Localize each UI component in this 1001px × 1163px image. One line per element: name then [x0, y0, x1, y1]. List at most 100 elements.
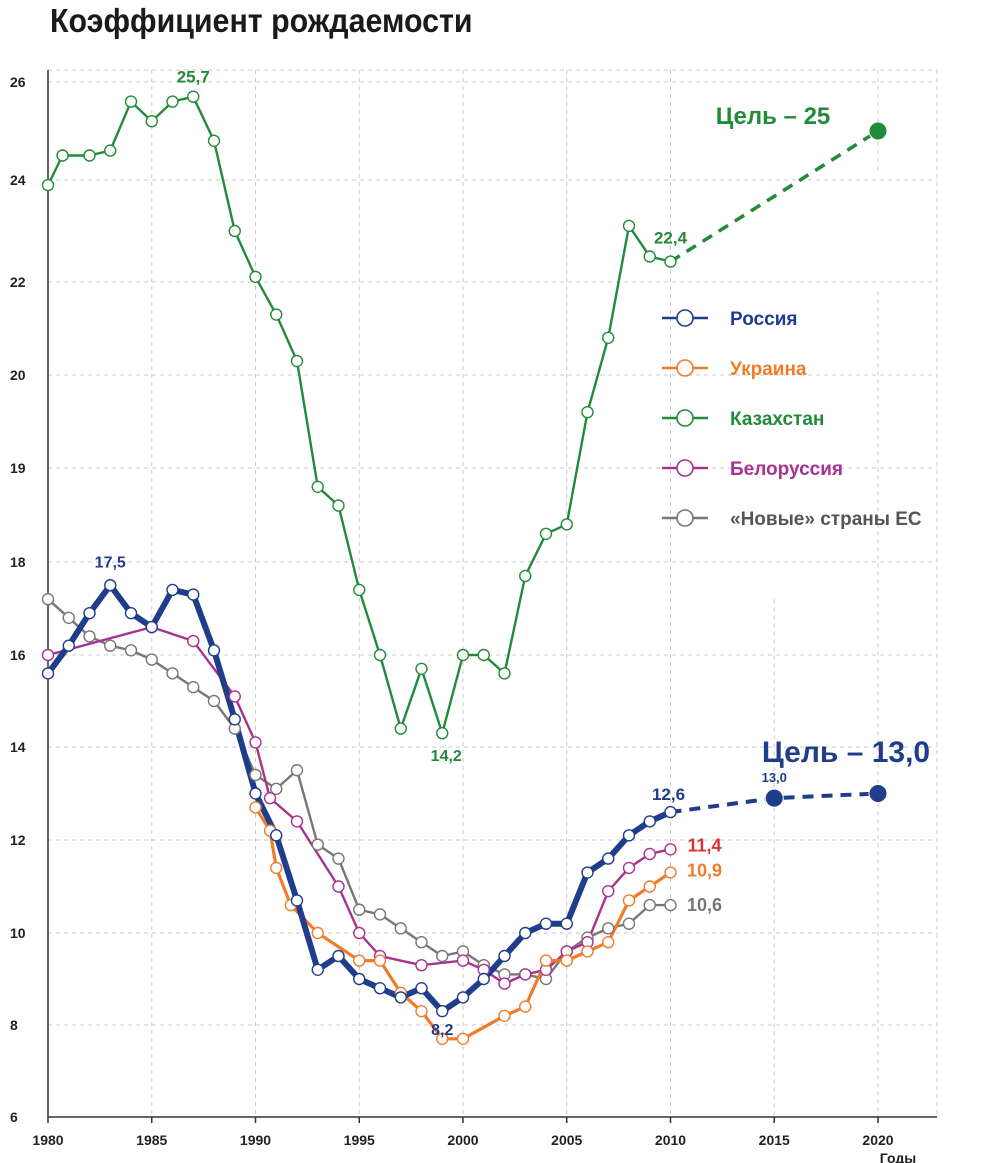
data-point [187, 681, 200, 694]
data-point [456, 648, 470, 662]
data-point [415, 662, 428, 675]
data-point [353, 926, 366, 940]
data-point [477, 648, 490, 662]
legend: Россия Украина Казахстан Белоруссия «Новые» … [662, 309, 922, 530]
data-point [104, 579, 117, 592]
data-point [477, 972, 490, 986]
data-point [228, 224, 241, 238]
data-point [56, 149, 69, 162]
data-point [415, 936, 428, 949]
data-label: 10,9 [687, 861, 722, 881]
chart-title: Коэффициент рождаемости [50, 2, 473, 39]
data-point [166, 667, 179, 680]
data-point [353, 954, 366, 967]
data-point [41, 593, 55, 606]
data-point [228, 690, 241, 703]
data-point [311, 963, 324, 976]
data-point [187, 634, 200, 648]
data-point [228, 713, 241, 726]
data-point [290, 354, 304, 368]
axis-layer: 6 8 10 12 14 16 18 19 20 22 24 26 1980 1985 1990 1995 20… [10, 70, 937, 1163]
data-label: 25,7 [177, 68, 210, 87]
legend-label: Белоруссия [730, 459, 843, 480]
data-point [664, 805, 677, 819]
data-point [145, 653, 158, 666]
x-tick-label: 2000 [447, 1132, 478, 1148]
data-point [249, 768, 262, 782]
legend-swatch-marker [676, 509, 694, 527]
data-point [539, 527, 553, 540]
data-point [62, 639, 75, 652]
data-point [373, 954, 387, 967]
y-tick-label: 19 [10, 460, 26, 476]
data-point [263, 791, 277, 805]
label-layer: 17,5 8,2 12,6 10,9 25,7 14,2 22,4 11,4 10,6 Цель … [95, 68, 930, 1039]
data-point [332, 949, 345, 963]
data-point [145, 620, 158, 634]
data-point [519, 569, 532, 583]
data-point [290, 894, 304, 907]
target-point-label: 13,0 [762, 770, 787, 785]
legend-item: Белоруссия [662, 459, 843, 480]
y-tick-label: 6 [10, 1109, 18, 1125]
data-point [270, 782, 283, 796]
data-point [332, 880, 345, 893]
data-point [270, 308, 283, 321]
x-tick-label: 2010 [655, 1132, 686, 1148]
data-point [353, 583, 366, 597]
data-point [207, 134, 221, 148]
legend-swatch-marker [676, 409, 694, 427]
data-point [560, 954, 573, 967]
data-point [498, 949, 511, 963]
data-point [519, 1000, 532, 1013]
y-tick-label: 26 [10, 74, 26, 90]
legend-label: «Новые» страны ЕС [730, 509, 922, 530]
data-point [311, 480, 324, 493]
data-point [602, 922, 615, 935]
legend-item: «Новые» страны ЕС [662, 509, 922, 530]
legend-item: Украина [662, 359, 807, 380]
data-point [436, 727, 449, 740]
data-point [581, 866, 594, 879]
y-tick-label: 20 [10, 367, 26, 383]
data-point [456, 1032, 470, 1046]
data-point [373, 648, 387, 662]
data-point [664, 843, 677, 856]
y-tick-label: 12 [10, 832, 26, 848]
data-point [311, 838, 324, 851]
legend-item: Казахстан [662, 409, 824, 430]
data-point [187, 588, 200, 601]
data-label: 8,2 [431, 1022, 453, 1039]
data-point [602, 852, 615, 865]
data-point [539, 954, 553, 967]
data-point [353, 903, 366, 916]
data-point [456, 991, 470, 1004]
data-point [249, 801, 262, 814]
data-point [373, 982, 387, 995]
data-point [83, 149, 96, 162]
data-point [539, 917, 553, 930]
data-point [394, 722, 407, 735]
data-point [394, 991, 407, 1004]
data-point [581, 406, 594, 419]
data-point [643, 880, 656, 893]
legend-item: Россия [662, 309, 797, 330]
data-label: 14,2 [431, 748, 462, 765]
y-tick-label: 18 [10, 554, 26, 570]
data-point [270, 829, 283, 842]
data-label: 10,6 [687, 895, 722, 915]
data-point [187, 90, 200, 103]
x-tick-label: 2015 [759, 1132, 790, 1148]
data-point [602, 936, 615, 949]
data-point [124, 606, 138, 620]
data-point [560, 917, 573, 930]
data-point [41, 178, 55, 192]
data-point [498, 1009, 511, 1022]
data-point [124, 644, 138, 657]
data-point [207, 644, 221, 657]
data-point [498, 667, 511, 680]
data-point [145, 114, 158, 128]
data-point [602, 884, 615, 898]
target-line [669, 129, 879, 264]
data-point [104, 639, 117, 652]
